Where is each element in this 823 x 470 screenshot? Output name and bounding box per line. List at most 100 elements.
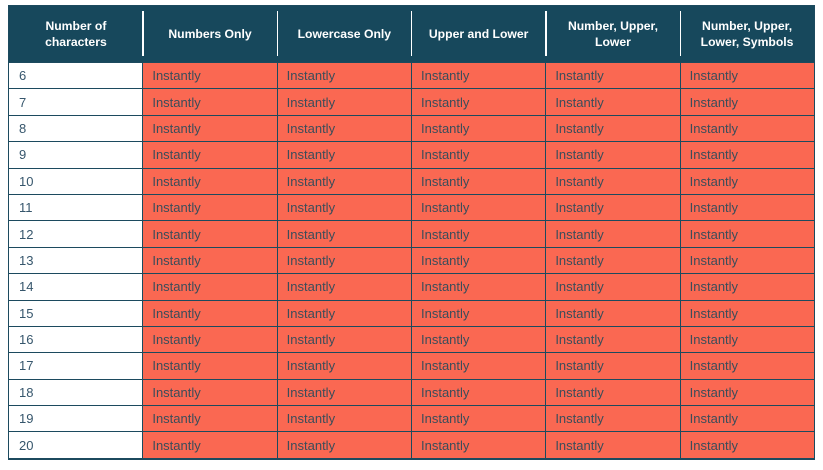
crack-time-cell: Instantly (545, 141, 681, 169)
crack-time-cell: Instantly (276, 167, 412, 195)
crack-time-cell: Instantly (679, 246, 816, 275)
crack-time-cell: Instantly (142, 431, 278, 460)
password-crack-time-table: Number of characters Numbers Only Lowerc… (7, 5, 816, 460)
character-count-cell: 8 (7, 114, 144, 143)
column-header-lowercase-only: Lowercase Only (277, 5, 413, 63)
crack-time-cell: Instantly (410, 114, 547, 143)
crack-time-cell: Instantly (142, 141, 278, 169)
crack-time-cell: Instantly (276, 405, 412, 433)
crack-time-cell: Instantly (410, 141, 547, 169)
table-row: 16 Instantly Instantly Instantly Instant… (7, 325, 816, 354)
crack-time-cell: Instantly (142, 88, 278, 116)
crack-time-cell: Instantly (545, 88, 681, 116)
crack-time-cell: Instantly (545, 246, 681, 275)
character-count-cell: 16 (7, 325, 144, 354)
table-row: 8 Instantly Instantly Instantly Instantl… (7, 114, 816, 143)
crack-time-cell: Instantly (410, 220, 547, 248)
crack-time-cell: Instantly (410, 61, 547, 90)
crack-time-cell: Instantly (679, 114, 816, 143)
table-row: 9 Instantly Instantly Instantly Instantl… (7, 141, 816, 169)
crack-time-cell: Instantly (142, 114, 278, 143)
crack-time-cell: Instantly (545, 325, 681, 354)
crack-time-cell: Instantly (276, 299, 412, 327)
table-row: 6 Instantly Instantly Instantly Instantl… (7, 61, 816, 90)
crack-time-cell: Instantly (545, 378, 681, 407)
crack-time-cell: Instantly (142, 193, 278, 222)
crack-time-cell: Instantly (142, 246, 278, 275)
character-count-cell: 19 (7, 405, 144, 433)
crack-time-cell: Instantly (679, 325, 816, 354)
crack-time-cell: Instantly (276, 88, 412, 116)
crack-time-cell: Instantly (410, 405, 547, 433)
crack-time-cell: Instantly (410, 325, 547, 354)
crack-time-cell: Instantly (545, 114, 681, 143)
crack-time-cell: Instantly (142, 167, 278, 195)
crack-time-cell: Instantly (142, 220, 278, 248)
table-row: 11 Instantly Instantly Instantly Instant… (7, 193, 816, 222)
crack-time-cell: Instantly (410, 193, 547, 222)
crack-time-cell: Instantly (545, 61, 681, 90)
crack-time-cell: Instantly (142, 352, 278, 380)
crack-time-cell: Instantly (545, 405, 681, 433)
crack-time-cell: Instantly (410, 378, 547, 407)
crack-time-cell: Instantly (679, 193, 816, 222)
table-row: 14 Instantly Instantly Instantly Instant… (7, 273, 816, 301)
character-count-cell: 11 (7, 193, 144, 222)
crack-time-table: Number of characters Numbers Only Lowerc… (7, 5, 816, 460)
crack-time-cell: Instantly (679, 61, 816, 90)
crack-time-cell: Instantly (679, 88, 816, 116)
table-row: 10 Instantly Instantly Instantly Instant… (7, 167, 816, 195)
crack-time-cell: Instantly (276, 61, 412, 90)
crack-time-cell: Instantly (545, 167, 681, 195)
crack-time-cell: Instantly (276, 378, 412, 407)
character-count-cell: 18 (7, 378, 144, 407)
table-row: 17 Instantly Instantly Instantly Instant… (7, 352, 816, 380)
table-header-row: Number of characters Numbers Only Lowerc… (8, 5, 815, 63)
crack-time-cell: Instantly (410, 431, 547, 460)
table-row: 18 Instantly Instantly Instantly Instant… (7, 378, 816, 407)
crack-time-cell: Instantly (545, 220, 681, 248)
crack-time-cell: Instantly (679, 405, 816, 433)
crack-time-cell: Instantly (679, 167, 816, 195)
crack-time-cell: Instantly (410, 299, 547, 327)
crack-time-cell: Instantly (679, 431, 816, 460)
crack-time-cell: Instantly (142, 299, 278, 327)
crack-time-cell: Instantly (142, 378, 278, 407)
character-count-cell: 14 (7, 273, 144, 301)
character-count-cell: 20 (7, 431, 144, 460)
crack-time-cell: Instantly (679, 299, 816, 327)
character-count-cell: 17 (7, 352, 144, 380)
table-row: 15 Instantly Instantly Instantly Instant… (7, 299, 816, 327)
crack-time-cell: Instantly (410, 88, 547, 116)
character-count-cell: 13 (7, 246, 144, 275)
table-row: 12 Instantly Instantly Instantly Instant… (7, 220, 816, 248)
character-count-cell: 6 (7, 61, 144, 90)
crack-time-cell: Instantly (276, 114, 412, 143)
crack-time-cell: Instantly (679, 352, 816, 380)
table-row: 20 Instantly Instantly Instantly Instant… (7, 431, 816, 460)
crack-time-cell: Instantly (276, 431, 412, 460)
crack-time-cell: Instantly (545, 299, 681, 327)
character-count-cell: 7 (7, 88, 144, 116)
crack-time-cell: Instantly (679, 378, 816, 407)
column-header-number-upper-lower: Number, Upper, Lower (545, 5, 682, 63)
crack-time-cell: Instantly (545, 193, 681, 222)
crack-time-cell: Instantly (679, 141, 816, 169)
crack-time-cell: Instantly (410, 352, 547, 380)
crack-time-cell: Instantly (410, 273, 547, 301)
crack-time-cell: Instantly (276, 246, 412, 275)
column-header-upper-and-lower: Upper and Lower (411, 5, 548, 63)
crack-time-cell: Instantly (545, 273, 681, 301)
table-row: 7 Instantly Instantly Instantly Instantl… (7, 88, 816, 116)
crack-time-cell: Instantly (276, 325, 412, 354)
crack-time-cell: Instantly (276, 141, 412, 169)
crack-time-cell: Instantly (545, 352, 681, 380)
character-count-cell: 15 (7, 299, 144, 327)
crack-time-cell: Instantly (410, 246, 547, 275)
table-row: 19 Instantly Instantly Instantly Instant… (7, 405, 816, 433)
crack-time-cell: Instantly (545, 431, 681, 460)
crack-time-cell: Instantly (142, 61, 278, 90)
crack-time-cell: Instantly (142, 273, 278, 301)
column-header-number-of-characters: Number of characters (8, 5, 144, 63)
table-row: 13 Instantly Instantly Instantly Instant… (7, 246, 816, 275)
